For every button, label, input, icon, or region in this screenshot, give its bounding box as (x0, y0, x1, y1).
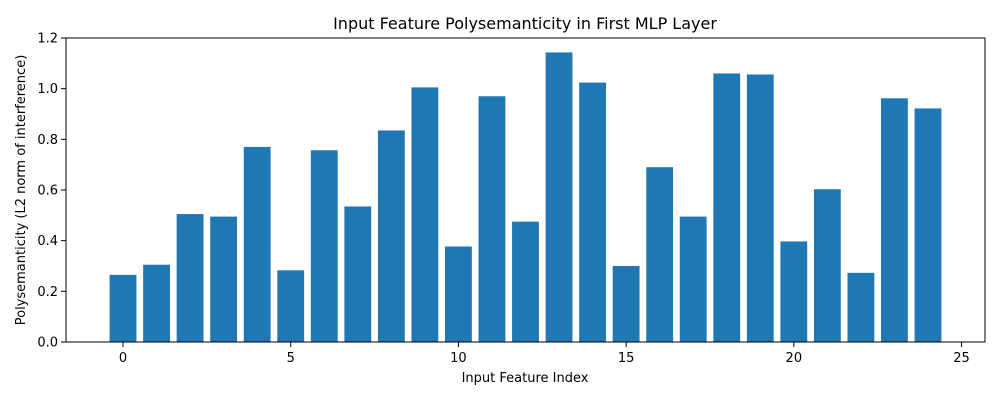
bar-feature-0 (109, 274, 137, 342)
bar-feature-7 (344, 206, 372, 342)
x-tick-label: 25 (953, 351, 970, 366)
y-tick-label: 0.6 (37, 184, 58, 199)
y-tick-label: 1.0 (37, 82, 58, 97)
bar-feature-14 (579, 82, 606, 342)
bar-feature-12 (512, 221, 539, 342)
x-axis-ticks: 0 5 10 15 20 25 (119, 342, 970, 366)
y-tick-label: 0.4 (37, 234, 58, 249)
bar-feature-9 (411, 87, 439, 343)
bar-feature-20 (780, 241, 808, 342)
y-axis-label: Polysemanticity (L2 norm of interference… (14, 55, 29, 326)
bar-feature-1 (143, 264, 170, 342)
bar-feature-8 (377, 130, 405, 342)
bar-feature-17 (679, 216, 707, 342)
x-tick-label: 10 (450, 351, 467, 366)
bar-feature-19 (746, 74, 774, 342)
bar-feature-6 (310, 150, 338, 342)
x-tick-label: 15 (618, 351, 635, 366)
x-tick-label: 5 (287, 351, 295, 366)
bar-feature-4 (243, 146, 271, 342)
y-tick-label: 0.0 (37, 336, 58, 351)
chart-title: Input Feature Polysemanticity in First M… (333, 14, 717, 33)
bar-feature-16 (646, 167, 674, 342)
y-axis-ticks: 0.0 0.2 0.4 0.6 0.8 1.0 1.2 (37, 32, 66, 351)
y-tick-label: 1.2 (37, 32, 58, 47)
bar-feature-22 (847, 272, 875, 342)
bar-feature-10 (445, 246, 472, 342)
x-axis-label: Input Feature Index (462, 371, 589, 386)
bar-feature-21 (813, 189, 841, 342)
x-tick-label: 0 (119, 351, 127, 366)
bar-feature-23 (881, 98, 908, 342)
bar-feature-3 (210, 216, 238, 342)
plot-frame (65, 37, 986, 343)
bar-feature-5 (277, 270, 305, 342)
bar-feature-24 (914, 108, 942, 342)
y-tick-label: 0.2 (37, 285, 58, 300)
bar-feature-18 (713, 73, 741, 342)
y-tick-label: 0.8 (37, 133, 58, 148)
bar-feature-2 (176, 214, 204, 342)
bars-group (109, 52, 942, 343)
bar-feature-11 (478, 96, 506, 343)
bar-feature-15 (612, 266, 640, 342)
x-tick-label: 20 (786, 351, 803, 366)
bar-feature-13 (545, 52, 573, 342)
